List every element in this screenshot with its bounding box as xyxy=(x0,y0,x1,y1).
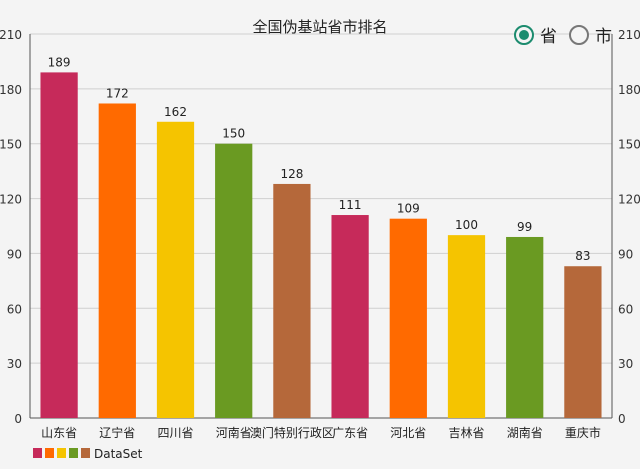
bars xyxy=(40,72,602,419)
x-tick-label: 广东省 xyxy=(332,426,368,440)
y-tick-label-left: 120 xyxy=(0,193,22,207)
data-label: 111 xyxy=(339,198,362,212)
radio-province-label: 省 xyxy=(540,27,557,47)
radio-city-label: 市 xyxy=(595,27,612,47)
province-city-toggle: 省 市 xyxy=(508,22,612,47)
legend-swatch xyxy=(69,448,78,458)
y-tick-label-right: 0 xyxy=(618,412,626,426)
bar[interactable] xyxy=(506,236,544,418)
data-label: 109 xyxy=(397,202,420,216)
y-tick-label-left: 0 xyxy=(14,412,22,426)
legend-swatch xyxy=(33,448,42,458)
bar[interactable] xyxy=(331,215,369,418)
data-label: 99 xyxy=(517,220,532,234)
radio-province-indicator[interactable] xyxy=(514,24,534,45)
bar[interactable] xyxy=(40,72,78,419)
y-tick-label-left: 30 xyxy=(7,357,22,371)
y-tick-label-right: 150 xyxy=(618,138,640,152)
y-tick-label-right: 90 xyxy=(618,247,633,261)
y-tick-label-left: 180 xyxy=(0,83,22,97)
x-tick-label: 吉林省 xyxy=(448,426,484,440)
x-tick-label: 澳门特别行政区 xyxy=(250,425,334,440)
radio-city[interactable]: 市 xyxy=(569,22,612,47)
legend-label: DataSet xyxy=(94,447,143,461)
radio-city-indicator[interactable] xyxy=(569,24,589,45)
bar[interactable] xyxy=(273,183,311,418)
y-tick-label-left: 210 xyxy=(0,28,22,42)
legend: DataSet xyxy=(33,447,143,461)
x-tick-label: 河南省 xyxy=(216,425,252,440)
x-tick-label: 河北省 xyxy=(390,426,426,440)
data-label: 83 xyxy=(575,249,590,263)
y-tick-label-right: 120 xyxy=(618,193,640,207)
axes: 0 0 30 30 60 60 90 90 120 120 150 150 180 180 210 210 山东… xyxy=(0,28,640,440)
data-label: 128 xyxy=(280,167,303,181)
legend-swatch xyxy=(45,448,54,458)
x-tick-label: 辽宁省 xyxy=(99,425,135,440)
data-label: 150 xyxy=(222,127,245,141)
x-tick-label: 四川省 xyxy=(157,426,193,440)
legend-swatch xyxy=(57,448,66,458)
bar[interactable] xyxy=(215,143,253,418)
bar[interactable] xyxy=(98,103,136,418)
data-label: 189 xyxy=(48,55,71,69)
y-tick-label-right: 30 xyxy=(618,357,633,371)
bar[interactable] xyxy=(389,218,427,418)
x-tick-label: 重庆市 xyxy=(565,425,601,440)
radio-province[interactable]: 省 xyxy=(514,22,557,47)
legend-swatch xyxy=(81,448,90,458)
value-labels: 189 172 162 150 128 111 109 100 99 83 xyxy=(48,55,591,263)
y-tick-label-right: 180 xyxy=(618,83,640,97)
y-tick-label-right: 210 xyxy=(618,28,640,42)
bar[interactable] xyxy=(447,235,486,418)
data-label: 172 xyxy=(106,86,129,100)
chart-title: 全国伪基站省市排名 xyxy=(252,18,387,36)
data-label: 162 xyxy=(164,105,187,119)
bar[interactable] xyxy=(156,121,195,419)
y-tick-label-right: 60 xyxy=(618,302,633,316)
x-tick-label: 山东省 xyxy=(41,426,77,440)
y-tick-label-left: 60 xyxy=(7,302,22,316)
bar[interactable] xyxy=(564,266,602,418)
data-label: 100 xyxy=(455,218,478,232)
y-tick-label-left: 150 xyxy=(0,138,22,152)
y-tick-label-left: 90 xyxy=(7,247,22,261)
x-tick-label: 湖南省 xyxy=(507,425,543,440)
